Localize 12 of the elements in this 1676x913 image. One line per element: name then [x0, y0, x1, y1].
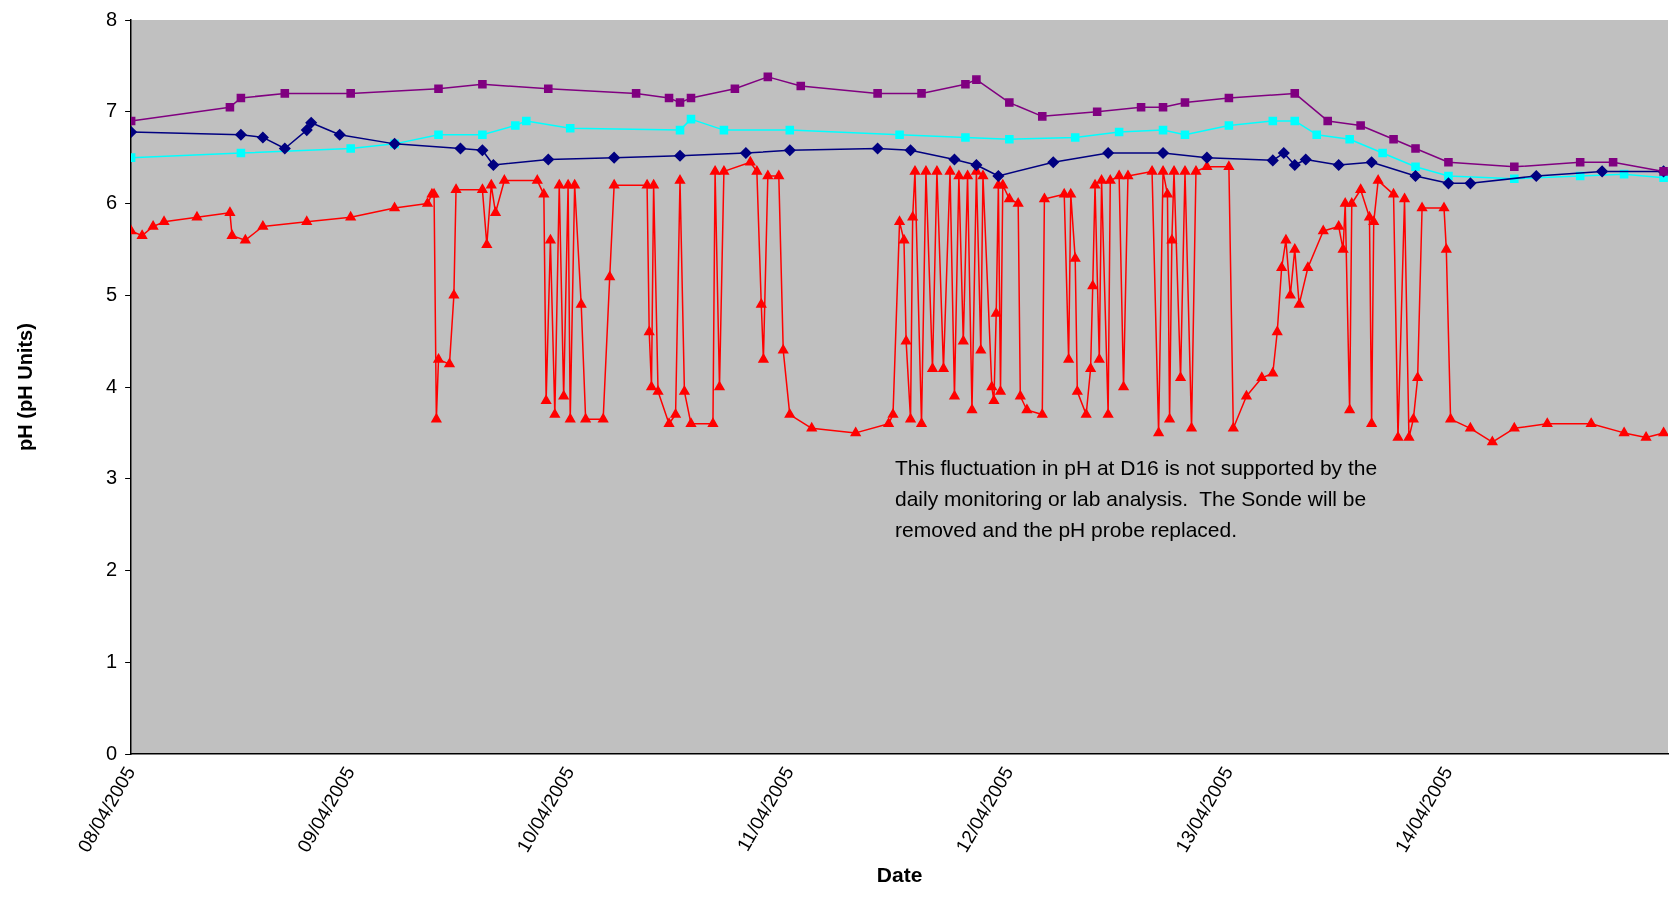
y-tick-label: 3: [106, 466, 118, 489]
y-tick-label: 8: [106, 7, 118, 30]
y-tick-label: 6: [106, 191, 118, 214]
y-axis-title: pH (pH Units): [13, 323, 36, 451]
annotation: This fluctuation in pH at D16 is not supported by the daily monitoring or lab analysis. The Sonde will be removed and the pH probe replaced.: [895, 455, 1379, 543]
y-tick-label: 2: [106, 558, 118, 581]
y-tick-label: 4: [106, 374, 118, 397]
y-tick-label: 1: [106, 649, 118, 672]
y-tick-label: 5: [106, 282, 118, 305]
y-tick-label: 7: [106, 99, 118, 122]
x-axis-title: Date: [876, 863, 923, 887]
y-tick-label: 0: [106, 741, 118, 764]
